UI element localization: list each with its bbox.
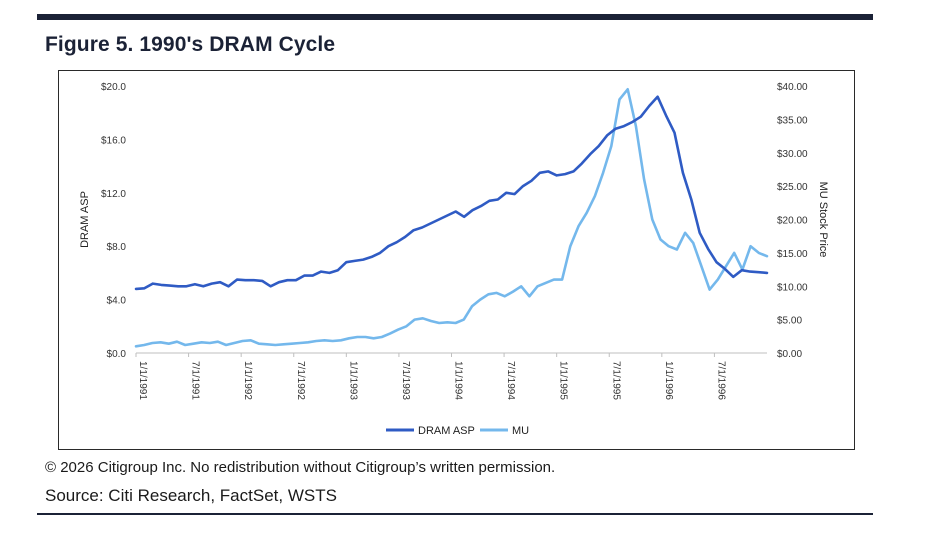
right-tick-label: $0.00: [777, 349, 802, 360]
source-note: Source: Citi Research, FactSet, WSTS: [45, 486, 337, 505]
legend-label-mu: MU: [512, 425, 529, 437]
right-axis-ticks: $0.00 $5.00 $10.00 $15.00 $20.00 $25.00 $30.00…: [777, 82, 808, 360]
right-tick-label: $10.00: [777, 282, 808, 293]
right-tick-label: $25.00: [777, 182, 808, 193]
y2-axis-label: MU Stock Price: [817, 182, 829, 258]
right-tick-label: $5.00: [777, 316, 802, 327]
chart-frame: [58, 70, 855, 450]
right-tick-label: $30.00: [777, 149, 808, 160]
top-rule: [37, 14, 873, 20]
dram-asp-line: [134, 95, 769, 291]
left-tick-label: $20.0: [101, 82, 126, 93]
x-tick-label: 1/1/1996: [663, 361, 674, 400]
x-tick-label: 1/1/1995: [558, 361, 569, 400]
copyright-notice: © 2026 Citigroup Inc. No redistribution …: [45, 459, 556, 476]
x-tick-label: 1/1/1993: [347, 361, 358, 400]
right-tick-label: $40.00: [777, 82, 808, 93]
left-tick-label: $4.0: [107, 296, 127, 307]
legend: DRAM ASP MU: [386, 425, 529, 437]
left-tick-label: $12.0: [101, 189, 126, 200]
x-tick-label: 1/1/1994: [453, 361, 464, 400]
dram-cycle-chart: $0.0 $4.0 $8.0 $12.0 $16.0 $20.0 $0.00 $5.00 $1…: [79, 82, 829, 437]
x-tick-label: 1/1/1992: [242, 361, 253, 400]
mu-stock-line: [134, 87, 769, 348]
x-tick-label: 7/1/1995: [610, 361, 621, 400]
left-tick-label: $8.0: [107, 242, 127, 253]
x-tick-label: 7/1/1993: [400, 361, 411, 400]
x-tick-label: 1/1/1991: [137, 361, 148, 400]
figure-title: Figure 5. 1990's DRAM Cycle: [45, 33, 336, 56]
x-tick-label: 7/1/1992: [295, 361, 306, 400]
x-tick-label: 7/1/1996: [715, 361, 726, 400]
y-axis-label: DRAM ASP: [79, 191, 91, 248]
x-tick-label: 7/1/1994: [505, 361, 516, 400]
right-tick-label: $35.00: [777, 115, 808, 126]
left-tick-label: $16.0: [101, 135, 126, 146]
series-layer: [134, 87, 769, 348]
x-axis-ticks: 1/1/1991 7/1/1991 1/1/1992 7/1/1992 1/1/1993…: [135, 353, 726, 400]
legend-label-dram: DRAM ASP: [418, 425, 475, 437]
right-tick-label: $20.00: [777, 216, 808, 227]
left-axis-ticks: $0.0 $4.0 $8.0 $12.0 $16.0 $20.0: [101, 82, 126, 360]
bottom-rule: [37, 513, 873, 515]
x-tick-label: 7/1/1991: [190, 361, 201, 400]
right-tick-label: $15.00: [777, 249, 808, 260]
left-tick-label: $0.0: [107, 349, 127, 360]
